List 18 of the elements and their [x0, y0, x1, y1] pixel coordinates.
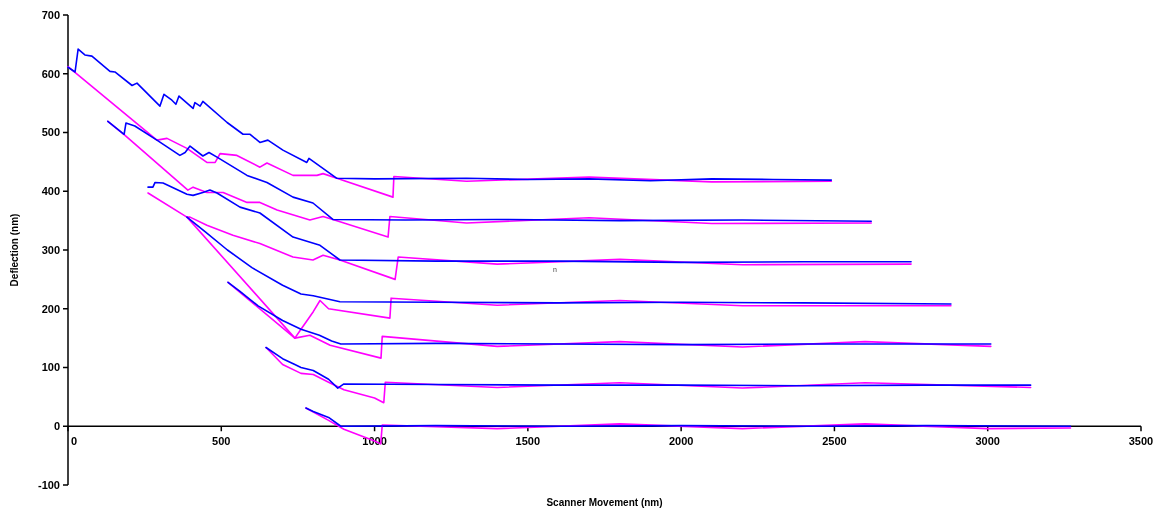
y-tick-label: 300: [41, 243, 60, 256]
y-tick-label: 400: [41, 185, 60, 198]
x-tick-label: 2000: [668, 435, 694, 448]
x-tick-label: 500: [212, 435, 231, 448]
y-tick-label: 200: [41, 302, 60, 315]
x-tick-label: 2500: [822, 435, 847, 448]
y-tick-label: 0: [53, 420, 60, 433]
x-tick-label: 3500: [1128, 435, 1154, 448]
y-tick-label: 500: [41, 126, 60, 139]
x-axis-title: Scanner Movement (nm): [546, 497, 663, 508]
y-tick-label: 100: [41, 361, 60, 374]
y-tick-label: 600: [41, 67, 60, 80]
y-tick-label: 700: [41, 8, 60, 21]
x-tick-label: 3000: [975, 435, 1000, 448]
y-axis-title: Deflection (nm): [9, 213, 20, 287]
x-tick-label: 1500: [515, 435, 541, 448]
x-tick-label: 0: [70, 435, 78, 448]
y-tick-label: -100: [37, 478, 60, 491]
